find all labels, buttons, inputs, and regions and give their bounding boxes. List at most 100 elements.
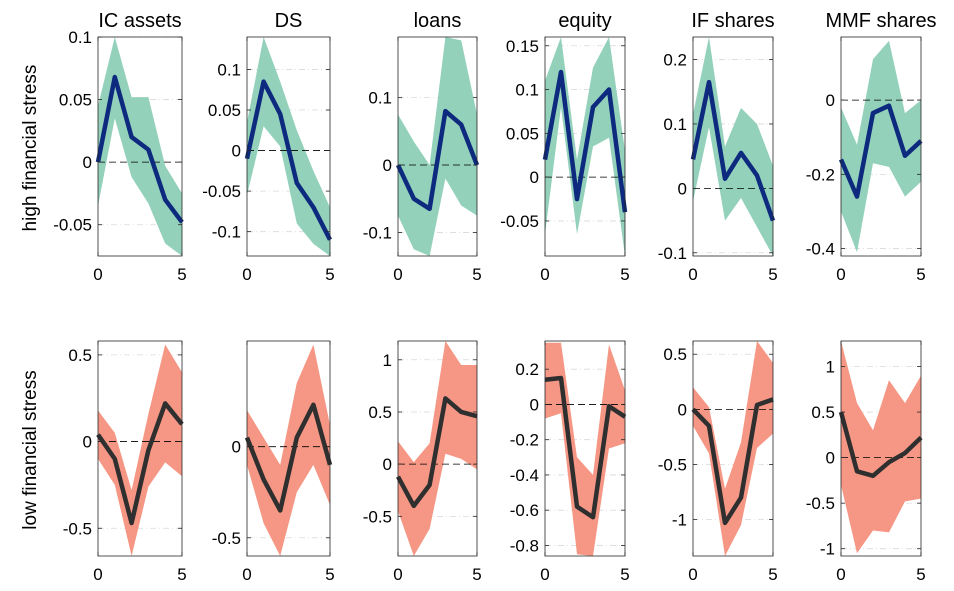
x-tick-label: 5 (916, 565, 925, 584)
row-label-low-stress: low financial stress (20, 370, 41, 529)
y-tick-label: 0.05 (208, 101, 241, 120)
y-tick-label: 0.1 (368, 89, 392, 108)
axes-box (397, 340, 478, 557)
y-tick-label: 0 (83, 433, 92, 452)
axes-box (246, 36, 331, 257)
confidence-band (693, 341, 773, 556)
response-line (244, 402, 333, 513)
response-line (542, 69, 628, 213)
panel-title: equity (558, 10, 611, 32)
y-tick-label: -1 (672, 511, 687, 530)
response-line (96, 401, 184, 526)
x-tick-label: 0 (242, 265, 251, 284)
row-label-high-stress: high financial stress (20, 65, 41, 232)
y-tick-label: -0.05 (202, 182, 241, 201)
y-tick-label: 0 (383, 455, 392, 474)
y-tick-label: 0.1 (515, 81, 539, 100)
y-tick-label: 0 (678, 179, 687, 198)
y-tick-label: 0.05 (59, 91, 92, 110)
x-tick-label: 5 (916, 265, 925, 284)
confidence-band (841, 40, 921, 253)
panel-high-1: -0.05 0 0.05 0.1 0 5 IC assets (53, 10, 186, 284)
y-tick-label: 0.2 (663, 51, 687, 70)
axes-box (97, 36, 183, 257)
response-line (691, 397, 774, 526)
panel-title: MMF shares (825, 10, 936, 32)
confidence-band (247, 344, 330, 556)
y-tick-label: 1 (383, 351, 392, 370)
y-tick-label: 0.5 (368, 403, 392, 422)
y-tick-label: -0.5 (806, 494, 835, 513)
y-tick-label: -0.05 (53, 216, 92, 235)
response-line (244, 79, 333, 241)
panel-high-2: -0.1 -0.05 0 0.05 0.1 0 5 DS (202, 10, 334, 284)
y-tick-label: 0.1 (68, 28, 92, 47)
x-tick-label: 0 (242, 565, 251, 584)
y-tick-label: 0 (530, 168, 539, 187)
y-tick-label: 0.5 (811, 403, 835, 422)
x-tick-label: 0 (540, 565, 549, 584)
axes-box (840, 36, 922, 257)
x-tick-label: 5 (177, 565, 186, 584)
x-tick-label: 0 (540, 265, 549, 284)
y-tick-label: -0.8 (510, 536, 539, 555)
response-line (838, 411, 923, 479)
panel-title: DS (275, 10, 303, 32)
x-tick-label: 5 (177, 265, 186, 284)
x-tick-label: 5 (472, 265, 481, 284)
y-tick-label: 0.05 (506, 124, 539, 143)
x-tick-label: 5 (325, 265, 334, 284)
panel-high-4: -0.05 0 0.05 0.1 0.15 0 5 equity (500, 10, 629, 284)
y-tick-label: 0 (83, 153, 92, 172)
y-tick-label: -1 (820, 540, 835, 559)
x-tick-label: 0 (93, 565, 102, 584)
y-tick-label: 1 (826, 358, 835, 377)
panels: -0.05 0 0.05 0.1 0 5 IC assets -0.1 -0.05 0 0.05 0.… (53, 10, 936, 584)
y-tick-label: -0.5 (658, 455, 687, 474)
panel-low-1: -0.5 0 0.5 0 5 (63, 340, 187, 584)
x-tick-label: 5 (325, 565, 334, 584)
panel-low-2: -0.500 5 (212, 340, 335, 584)
y-tick-label: -0.2 (806, 165, 835, 184)
y-tick-label: -0.6 (510, 501, 539, 520)
response-line (544, 375, 627, 520)
y-tick-label: -0.1 (212, 223, 241, 242)
y-tick-label: -0.1 (363, 223, 392, 242)
y-tick-label: 0 (826, 449, 835, 468)
axes-box (544, 340, 626, 557)
axes-box (692, 36, 774, 257)
y-tick-label: 0 (826, 91, 835, 110)
panel-high-6: -0.4 -0.2 0 0 5 MMF shares (806, 10, 937, 284)
y-tick-label: -0.2 (510, 431, 539, 450)
x-tick-label: 5 (768, 265, 777, 284)
x-tick-label: 0 (393, 265, 402, 284)
y-tick-label: 0 (530, 395, 539, 414)
y-tick-label: 0 (232, 142, 241, 161)
x-tick-label: 0 (688, 265, 697, 284)
x-tick-label: 0 (393, 565, 402, 584)
y-tick-label: -0.4 (806, 240, 835, 259)
y-tick-label: -0.5 (212, 529, 241, 548)
y-tick-label: -0.1 (658, 244, 687, 263)
panel-title: IF shares (691, 10, 774, 32)
panel-high-5: -0.100.10.20 5IF shares (658, 10, 778, 284)
y-tick-label: -0.4 (510, 466, 539, 485)
panel-low-5: -1 -0.5 0 0.5 0 5 (658, 340, 778, 584)
y-tick-label: 0.2 (515, 360, 539, 379)
response-line (395, 108, 480, 212)
y-tick-label: 0.1 (217, 60, 241, 79)
axes-box (97, 340, 183, 557)
y-tick-label: 0 (383, 156, 392, 175)
x-tick-label: 5 (768, 565, 777, 584)
response-line (95, 74, 184, 224)
y-tick-label: 0.5 (663, 345, 687, 364)
confidence-band (98, 344, 182, 556)
response-line (690, 79, 776, 222)
y-tick-label: 0.15 (506, 37, 539, 56)
axes-box (840, 340, 922, 557)
x-tick-label: 0 (93, 265, 102, 284)
y-tick-label: 0 (232, 438, 241, 457)
y-tick-label: 0.5 (68, 346, 92, 365)
x-tick-label: 5 (472, 565, 481, 584)
